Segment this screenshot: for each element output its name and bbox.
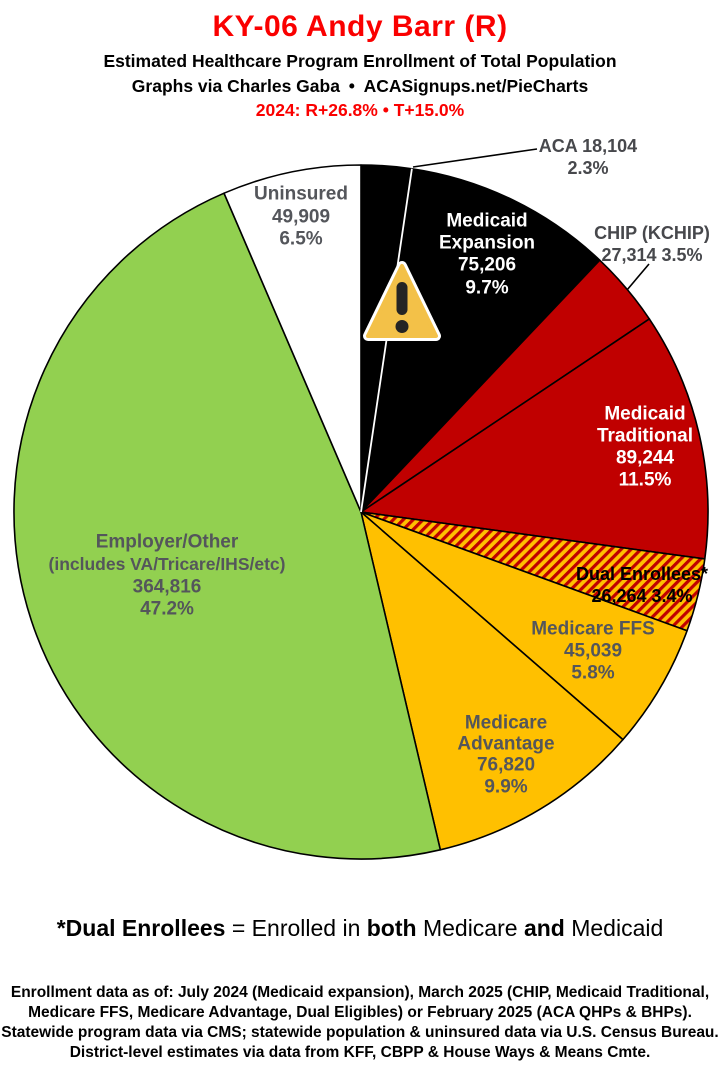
credit-line: Graphs via Charles Gaba • ACASignups.net… (131, 76, 589, 96)
warning-icon (363, 261, 441, 341)
dual-def-medicare: Medicare (416, 915, 524, 941)
slice-label-medicare_advantage-line-2: Advantage (457, 734, 554, 755)
dual-def-text: = Enrolled in (225, 915, 367, 941)
slice-label-uninsured-line-2: 49,909 (272, 207, 330, 228)
slice-label-medicaid_expansion-line-1: Medicaid (446, 211, 527, 232)
partisan-lean: 2024: R+26.8% • T+15.0% (255, 100, 465, 120)
slice-label-employer_other-line-1: Employer/Other (96, 532, 239, 553)
slice-label-employer_other-line-3: 364,816 (133, 577, 202, 598)
slice-label-medicaid_expansion-line-3: 75,206 (458, 255, 516, 276)
pie-slice-medicaid_traditional (360, 318, 709, 560)
note-line-2: Medicare FFS, Medicare Advantage, Dual E… (28, 1004, 692, 1021)
pie-slice-medicare_ffs (360, 511, 688, 741)
slice-label-medicare_advantage-line-1: Medicare (465, 713, 547, 734)
pie-slice-uninsured (223, 164, 362, 513)
dual-def-bold: *Dual Enrollees (56, 915, 226, 941)
pie-chart-area: ACA 18,104 2.3% Medicaid Expansion 75,206 9.7… (0, 130, 720, 910)
pie-slice-medicaid_expansion (360, 167, 601, 513)
slice-label-medicaid_traditional-line-1: Medicaid (604, 404, 685, 425)
subtitle: Estimated Healthcare Program Enrollment … (103, 51, 617, 71)
pie-slices (13, 164, 709, 860)
pie-slice-employer_other (13, 192, 442, 860)
slice-label-employer_other-line-4: 47.2% (140, 599, 194, 620)
dual-enrollees-definition: *Dual Enrollees = Enrolled in both Medic… (0, 915, 720, 942)
slice-label-medicare_ffs-line-2: 45,039 (564, 641, 622, 662)
note-line-1: Enrollment data as of: July 2024 (Medica… (10, 984, 710, 1001)
slice-label-uninsured-line-1: Uninsured (254, 184, 348, 205)
slice-label-uninsured-line-3: 6.5% (279, 229, 322, 250)
slice-label-chip-line-1: CHIP (KCHIP) (594, 223, 710, 243)
slice-label-medicare_advantage-line-4: 9.9% (484, 777, 527, 798)
slice-label-dual_enrollees-line-2: 26,264 3.4% (591, 586, 692, 606)
pie-slice-medicare_advantage (360, 511, 624, 851)
slice-label-medicaid_expansion-line-2: Expansion (439, 233, 535, 254)
slice-label-dual_enrollees-line-1: Dual Enrollees* (576, 564, 708, 584)
slice-label-medicaid_traditional-line-4: 11.5% (619, 470, 672, 491)
slice-label-medicare_ffs-line-1: Medicare FFS (531, 619, 655, 640)
slice-label-chip-line-2: 27,314 3.5% (601, 245, 702, 265)
slice-labels: ACA 18,1042.3%MedicaidExpansion75,2069.7… (49, 136, 710, 798)
dual-def-and: and (523, 915, 565, 941)
slice-label-medicaid_traditional-line-3: 89,244 (616, 448, 675, 469)
slice-label-medicare_advantage-line-3: 76,820 (477, 755, 535, 776)
dual-def-medicaid: Medicaid (564, 915, 664, 941)
note-line-3: Statewide program data via CMS; statewid… (1, 1024, 719, 1041)
slice-label-medicaid_expansion-line-4: 9.7% (465, 278, 508, 299)
slice-label-employer_other-line-2: (includes VA/Tricare/IHS/etc) (49, 554, 286, 574)
slice-label-medicare_ffs-line-3: 5.8% (571, 663, 614, 684)
slice-label-medicaid_traditional-line-2: Traditional (597, 426, 693, 447)
dual-def-both: both (366, 915, 417, 941)
data-source-notes: Enrollment data as of: July 2024 (Medica… (0, 983, 720, 1063)
note-line-4: District-level estimates via data from K… (69, 1044, 651, 1061)
slice-label-aca-line-1: ACA 18,104 (539, 136, 637, 156)
aca-leader-line (412, 148, 538, 168)
page-title: KY-06 Andy Barr (R) (212, 10, 508, 43)
chip-leader-line (626, 263, 650, 291)
slice-label-aca-line-2: 2.3% (567, 158, 608, 178)
pie-chart: ACA 18,1042.3%MedicaidExpansion75,2069.7… (13, 136, 710, 860)
